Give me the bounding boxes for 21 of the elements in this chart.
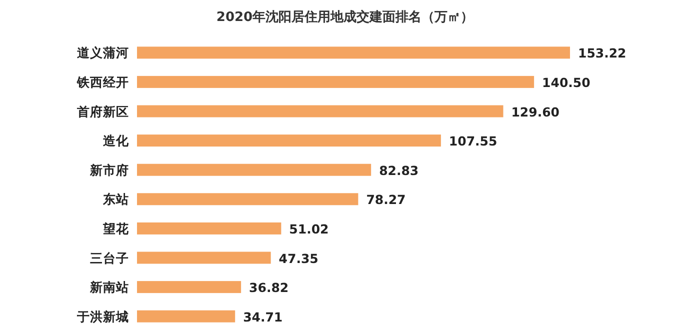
value-label: 82.83: [379, 162, 419, 178]
category-label: 东站: [103, 192, 129, 207]
category-label: 道义蒲河: [77, 45, 129, 60]
value-label: 51.02: [289, 221, 329, 236]
value-label: 34.71: [243, 309, 283, 324]
value-label: 107.55: [448, 134, 498, 149]
value-label: 36.82: [249, 280, 289, 296]
value-label: 153.22: [578, 46, 626, 61]
category-label: 首府新区: [77, 104, 129, 119]
category-label: 新市府: [90, 162, 129, 178]
title: 2020年沈阳居住用地成交建面排名（万㎡）: [216, 10, 474, 25]
value-label: 129.60: [511, 104, 560, 120]
category-label: 新南站: [90, 280, 129, 295]
value-label: 140.50: [542, 74, 590, 90]
category-label: 望花: [103, 220, 129, 236]
category-label: 三台子: [90, 250, 129, 266]
category-label: 造化: [103, 133, 129, 148]
category-label: 于洪新城: [77, 308, 129, 324]
value-label: 47.35: [278, 250, 318, 266]
value-label: 78.27: [366, 192, 406, 208]
category-label: 铁西经开: [77, 74, 129, 90]
